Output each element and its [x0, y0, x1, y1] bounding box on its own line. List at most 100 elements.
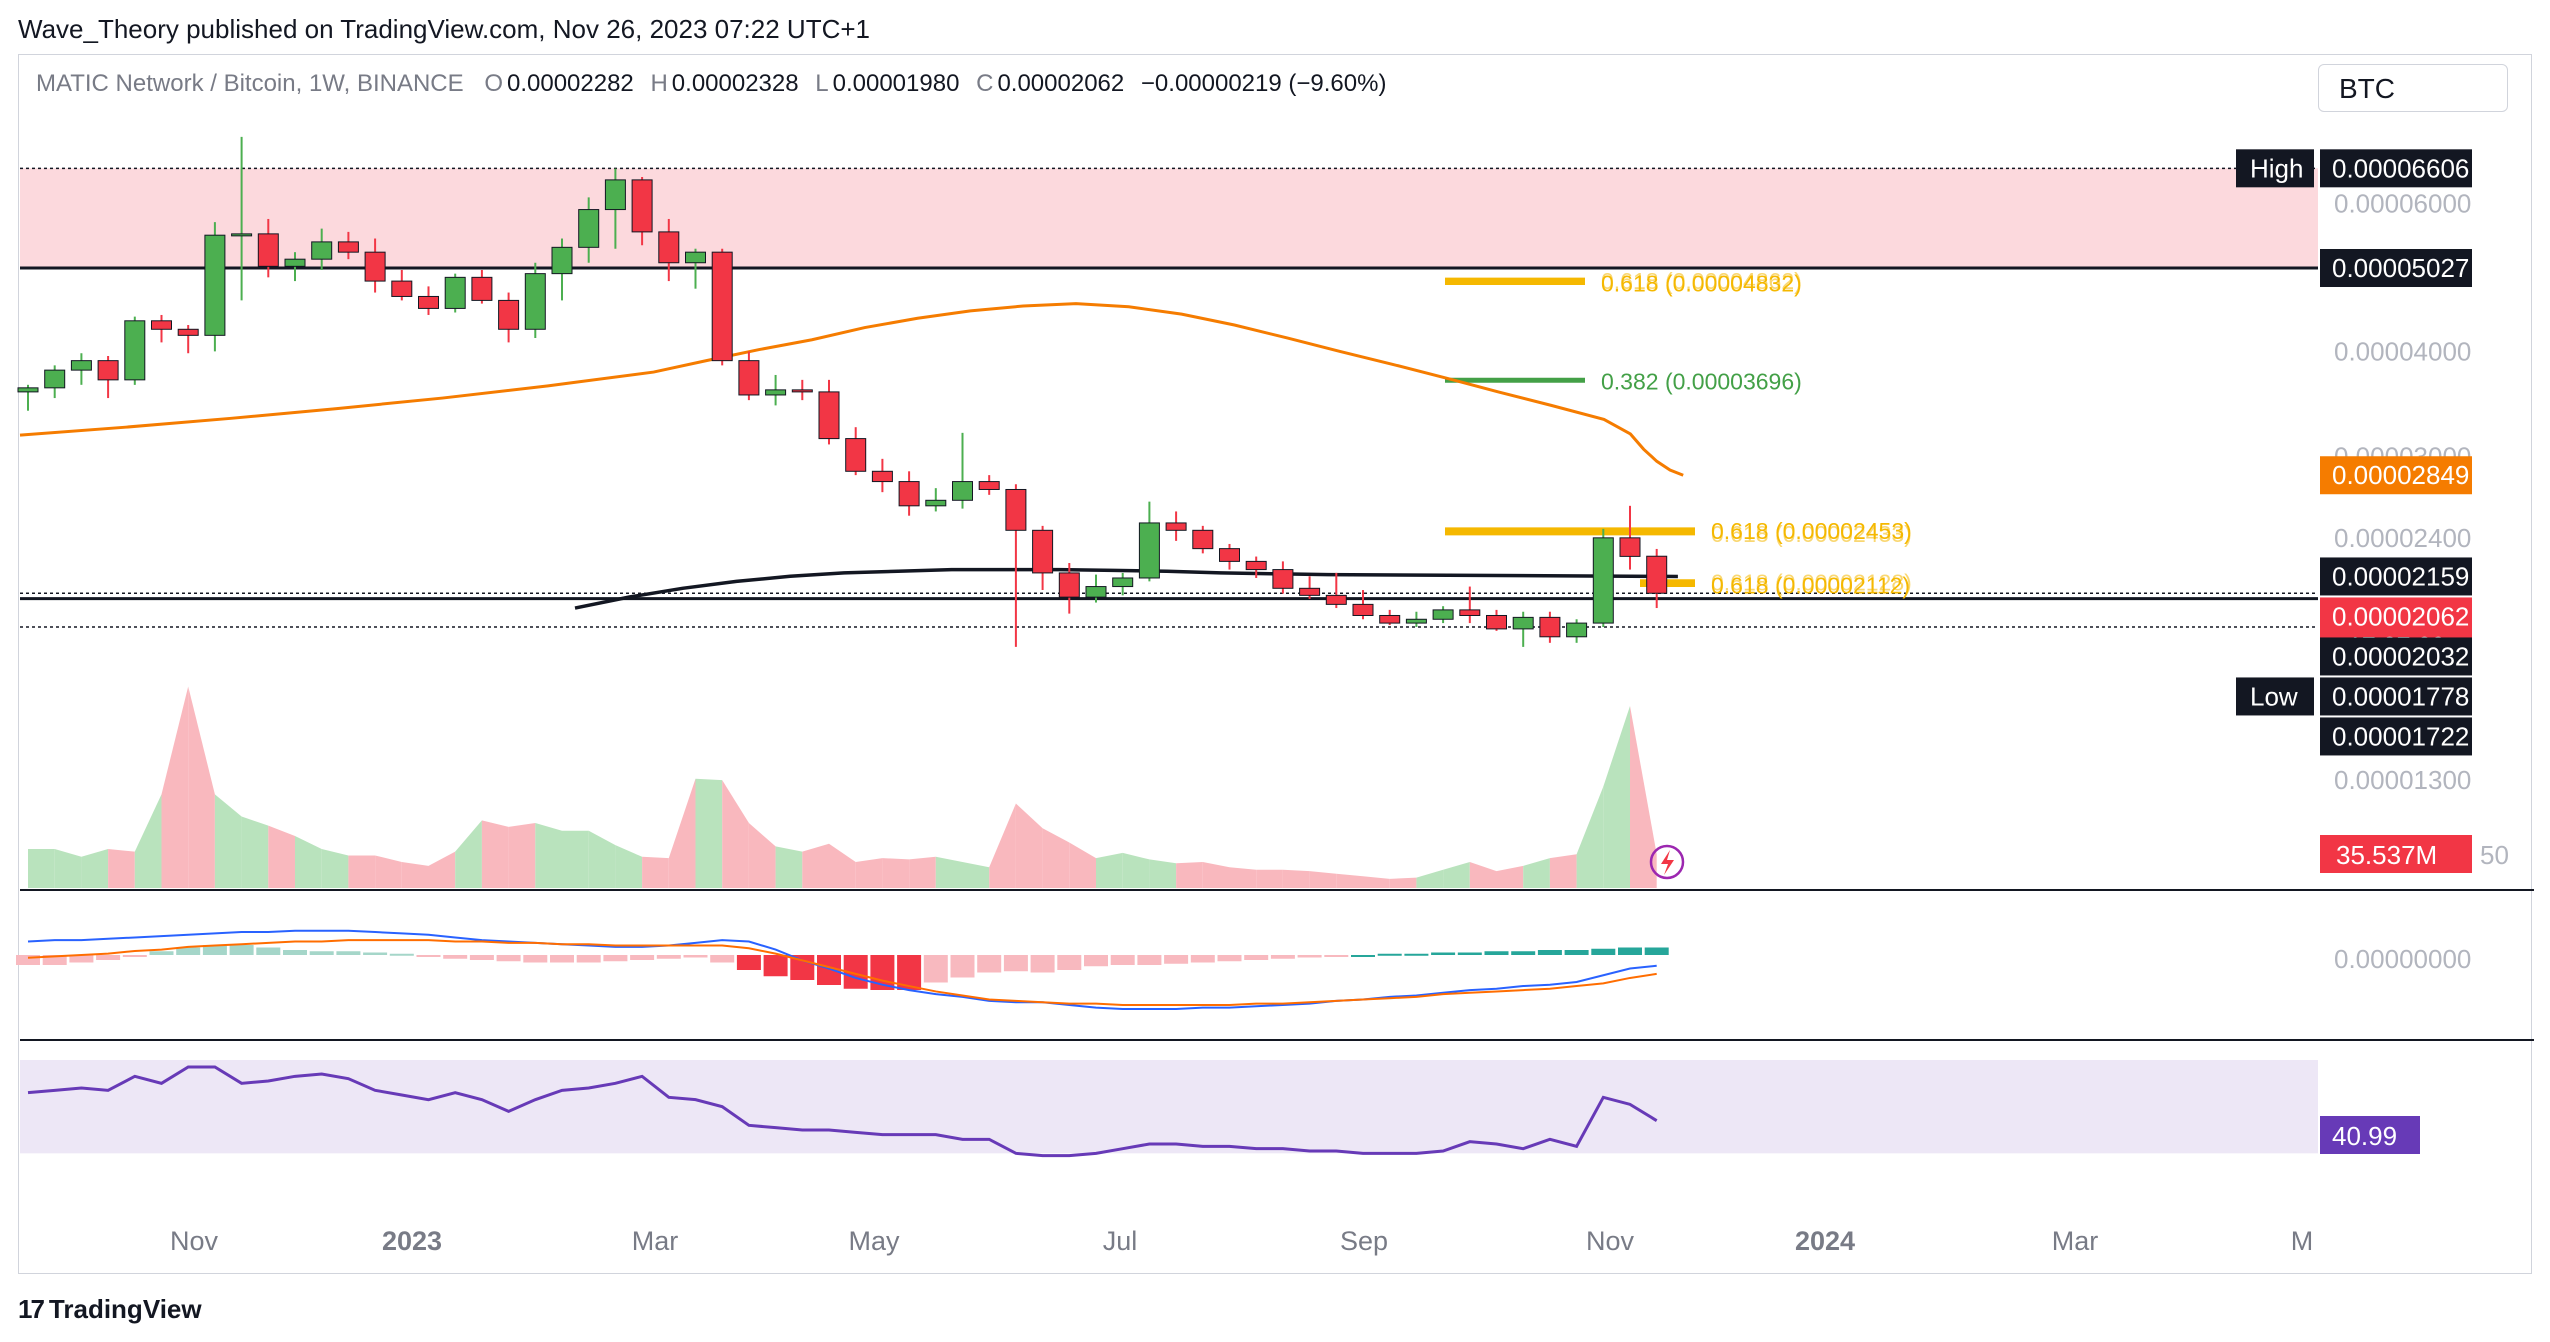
- change-value: −0.00000219 (−9.60%): [1140, 70, 1387, 97]
- candle-body: [978, 481, 1000, 490]
- macd-histogram-bar: [149, 951, 174, 955]
- macd-histogram-bar: [1270, 955, 1295, 959]
- candle-body: [551, 246, 573, 275]
- candle-body: [1138, 522, 1160, 579]
- volume-area-segment: [1523, 858, 1550, 888]
- macd-histogram-bar: [1404, 953, 1429, 956]
- brand-name: TradingView: [48, 1294, 202, 1324]
- macd-histogram-bar: [630, 955, 655, 960]
- fib-level-label: 0.618 (0.00004862): [1601, 268, 1802, 294]
- volume-area-segment: [1202, 862, 1230, 888]
- macd-histogram-bar: [122, 955, 147, 957]
- chart-frame: [18, 54, 2532, 1274]
- tradingview-brand[interactable]: 17 TradingView: [18, 1294, 202, 1325]
- symbol-legend[interactable]: MATIC Network / Bitcoin, 1W, BINANCE O 0.…: [36, 70, 1396, 98]
- candle-body: [284, 258, 306, 267]
- price-axis-tick: 0.00002400: [2334, 523, 2471, 553]
- currency-selector[interactable]: BTC: [2318, 64, 2508, 112]
- price-tag-value: 0.00001722: [2332, 721, 2469, 751]
- candle-body: [1245, 560, 1267, 571]
- candle-body: [1058, 572, 1080, 598]
- sma-200-line: [574, 567, 1678, 610]
- candle-body: [364, 251, 386, 282]
- fib-level-label: 0.618 (0.00002128): [1711, 570, 1912, 596]
- macd-histogram-bar: [443, 955, 468, 959]
- volume-area-segment: [615, 845, 643, 888]
- volume-area-segment: [535, 823, 562, 888]
- macd-histogram-bar: [69, 955, 94, 963]
- macd-histogram-bar: [1564, 950, 1589, 955]
- macd-histogram-bar: [603, 955, 628, 962]
- volume-area-segment: [241, 816, 269, 888]
- volume-area-segment: [134, 794, 162, 888]
- low-value: 0.00001980: [832, 70, 960, 97]
- macd-histogram-bar: [977, 955, 1002, 973]
- volume-area-segment: [28, 849, 55, 888]
- macd-histogram-bar: [1030, 955, 1055, 973]
- rsi-band: [20, 1060, 2318, 1154]
- macd-histogram-bar: [1511, 951, 1536, 955]
- volume-area-segment: [1256, 869, 1283, 888]
- price-tag: [2320, 456, 2472, 495]
- macd-histogram-bar: [683, 955, 708, 958]
- candle-body: [578, 209, 600, 248]
- price-tag-prefix: Low: [2250, 681, 2298, 711]
- candle-body: [765, 389, 787, 396]
- price-tag: [2320, 717, 2472, 756]
- candle-body: [471, 276, 493, 301]
- macd-histogram-bar: [1537, 950, 1562, 955]
- macd-histogram-bar: [1164, 955, 1189, 964]
- rsi-tag: [2320, 1116, 2420, 1154]
- candle-body: [124, 320, 146, 381]
- candle-body: [1405, 618, 1427, 624]
- macd-histogram-bar: [336, 951, 361, 955]
- price-axis-tick: 0.00006000: [2334, 188, 2471, 218]
- price-tag: [2320, 557, 2472, 596]
- open-label: O: [484, 70, 503, 97]
- volume-tag: [2320, 835, 2472, 873]
- candle-body: [1005, 488, 1027, 531]
- candle-body: [17, 387, 39, 393]
- volume-area-segment: [668, 778, 696, 888]
- volume-area-segment: [1282, 869, 1310, 888]
- candle-body: [845, 438, 867, 472]
- close-label: C: [976, 70, 994, 97]
- candle-body: [418, 295, 439, 309]
- volume-area-segment: [108, 849, 135, 888]
- volume-area-segment: [962, 862, 990, 888]
- fib-level-label: 0.618 (0.00002112): [1711, 572, 1910, 598]
- volume-area-segment: [1549, 854, 1577, 888]
- price-tag: [2320, 677, 2472, 716]
- volume-tag-value: 35.537M: [2336, 840, 2437, 870]
- volume-area-segment: [775, 846, 803, 888]
- candle-body: [444, 276, 466, 309]
- candle-body: [1272, 569, 1294, 589]
- volume-area-segment: [1309, 871, 1337, 888]
- volume-area-segment: [401, 862, 429, 888]
- rsi-line: [27, 1065, 1658, 1158]
- high-value: 0.00002328: [671, 70, 799, 97]
- volume-area-segment: [1042, 828, 1070, 888]
- macd-histogram-bar: [1457, 952, 1482, 955]
- high-label: H: [650, 70, 668, 97]
- volume-area-segment: [1149, 859, 1177, 888]
- macd-histogram-bar: [256, 947, 281, 955]
- macd-histogram-bar: [1377, 953, 1402, 956]
- volume-area-segment: [909, 856, 936, 888]
- candle-body: [952, 481, 973, 501]
- volume-area-segment: [882, 858, 910, 888]
- candle-body: [70, 360, 92, 371]
- candle-body: [1112, 577, 1134, 588]
- candle-body: [1566, 622, 1588, 638]
- volume-area-segment: [588, 830, 616, 888]
- volume-area-segment: [1443, 862, 1470, 888]
- macd-histogram-bar: [1003, 955, 1028, 972]
- macd-histogram-bar: [363, 952, 388, 955]
- publisher-line: Wave_Theory published on TradingView.com…: [18, 14, 870, 44]
- macd-histogram-bar: [950, 955, 975, 978]
- volume-area-segment: [214, 794, 242, 888]
- time-axis-tick: Nov: [170, 1226, 219, 1256]
- volume-area-segment: [1229, 867, 1257, 888]
- close-value: 0.00002062: [997, 70, 1125, 97]
